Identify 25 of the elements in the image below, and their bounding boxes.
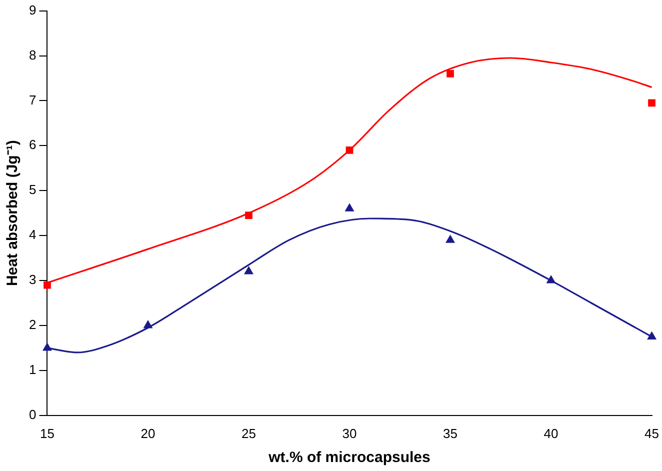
y-tick-label: 6 <box>28 137 36 152</box>
y-tick-label: 4 <box>28 227 36 242</box>
x-tick-label: 20 <box>140 426 156 441</box>
y-tick-label: 1 <box>28 362 36 378</box>
point <box>446 70 454 78</box>
x-tick-label: 40 <box>544 426 558 441</box>
point <box>244 266 254 274</box>
point <box>647 332 656 340</box>
point <box>648 99 656 107</box>
y-tick-label: 9 <box>28 2 36 18</box>
y-tick-label: 5 <box>28 182 36 198</box>
x-axis-title: wt.% of microcapsules <box>268 449 430 466</box>
x-tick-label: 30 <box>342 426 357 441</box>
y-tick-label: 8 <box>28 47 36 62</box>
y-tick-label: 7 <box>28 92 36 108</box>
y-tick-label: 2 <box>28 317 36 332</box>
y-tick-label: 0 <box>28 406 36 422</box>
point <box>345 204 354 212</box>
x-tick-label: 25 <box>242 426 256 441</box>
x-tick-label: 15 <box>40 426 54 441</box>
x-tick-label: 35 <box>443 426 458 441</box>
y-axis-title: Heat absorbed (Jg⁻¹) <box>4 140 22 286</box>
y-tick-label: 3 <box>28 272 36 288</box>
point <box>446 235 455 243</box>
x-tick-label: 45 <box>644 426 660 441</box>
